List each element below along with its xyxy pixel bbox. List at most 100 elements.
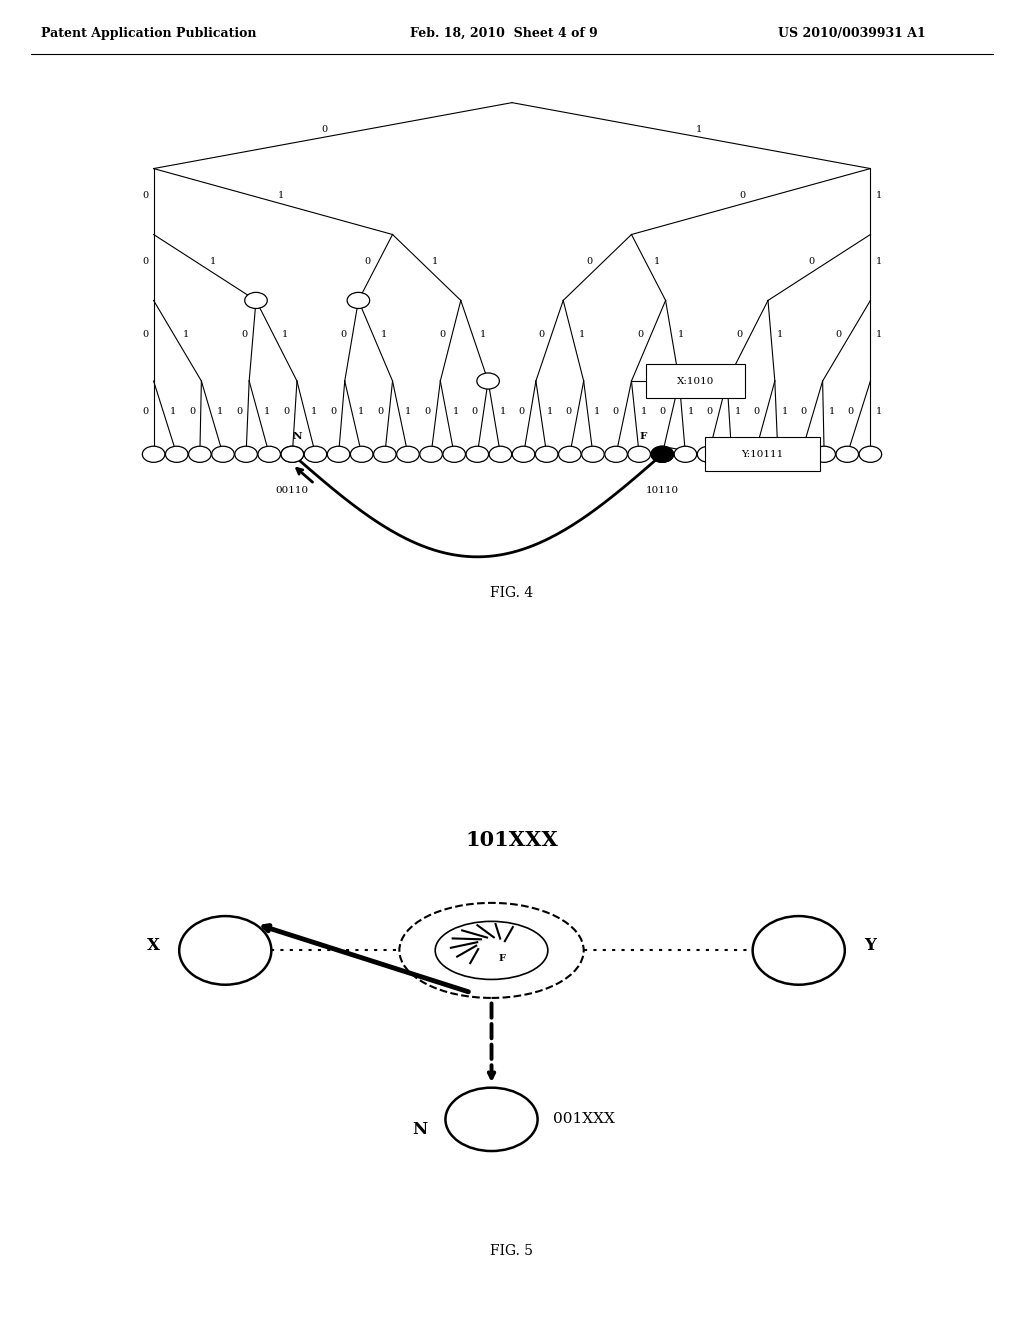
Circle shape [258,446,281,462]
Text: 0: 0 [848,408,854,416]
Text: 0: 0 [836,330,842,339]
Text: 0: 0 [808,257,814,267]
Text: 1: 1 [687,408,693,416]
Circle shape [304,446,327,462]
Circle shape [536,446,558,462]
Circle shape [512,446,535,462]
Text: 1: 1 [640,408,646,416]
Circle shape [721,446,743,462]
Text: 1: 1 [579,330,585,339]
Text: 0: 0 [378,408,384,416]
Text: 00110: 00110 [275,486,309,495]
Text: F: F [640,432,647,441]
Text: 0: 0 [471,408,477,416]
Circle shape [628,446,650,462]
Text: 0: 0 [365,257,371,267]
Text: 1: 1 [678,330,684,339]
Text: 0: 0 [707,408,713,416]
Text: 0: 0 [340,330,346,339]
Circle shape [435,921,548,979]
Circle shape [859,446,882,462]
Text: 1: 1 [264,408,270,416]
Text: 0: 0 [189,408,196,416]
Circle shape [651,446,674,462]
Text: 1: 1 [182,330,188,339]
Text: 0: 0 [801,408,807,416]
Text: F: F [499,954,505,962]
Circle shape [399,903,584,998]
Text: 1: 1 [170,408,176,416]
Text: 1: 1 [776,330,782,339]
Circle shape [328,446,350,462]
Text: 1: 1 [781,408,787,416]
Text: Y: Y [864,937,877,953]
Text: 1: 1 [876,191,882,201]
Text: 1: 1 [358,408,365,416]
Text: 0: 0 [322,125,328,135]
Circle shape [668,374,690,389]
Text: 1: 1 [279,191,285,201]
Text: 0: 0 [637,330,643,339]
Text: 0: 0 [142,330,148,339]
Text: 0: 0 [612,408,618,416]
Circle shape [697,446,720,462]
Text: Y:10111: Y:10111 [741,450,783,459]
Text: 0: 0 [142,191,148,201]
Circle shape [281,446,303,462]
Text: 0: 0 [331,408,337,416]
Circle shape [396,446,419,462]
Text: X:1010: X:1010 [677,376,714,385]
Text: X: X [147,937,160,953]
Circle shape [212,446,234,462]
Text: 1: 1 [734,408,740,416]
FancyBboxPatch shape [705,437,819,471]
Text: 1: 1 [453,408,459,416]
Circle shape [245,292,267,309]
Circle shape [466,446,488,462]
Text: 0: 0 [518,408,524,416]
Circle shape [836,446,858,462]
Circle shape [166,446,188,462]
Text: FIG. 5: FIG. 5 [490,1245,534,1258]
Circle shape [558,446,581,462]
Circle shape [350,446,373,462]
Text: 0: 0 [659,408,666,416]
Text: US 2010/0039931 A1: US 2010/0039931 A1 [778,26,926,40]
Text: 1: 1 [311,408,317,416]
Circle shape [605,446,628,462]
Text: 1: 1 [217,408,223,416]
Circle shape [489,446,512,462]
Text: 0: 0 [586,257,592,267]
Text: N: N [413,1122,427,1138]
Text: 0: 0 [142,408,148,416]
Text: N: N [293,432,302,441]
Text: 1: 1 [381,330,387,339]
Ellipse shape [445,1088,538,1151]
Text: 0: 0 [242,330,248,339]
Text: 0: 0 [539,330,545,339]
Text: 1: 1 [547,408,553,416]
Circle shape [420,446,442,462]
Circle shape [582,446,604,462]
Text: 0: 0 [736,330,742,339]
Circle shape [790,446,812,462]
Text: 1: 1 [282,330,288,339]
Text: 0: 0 [142,257,148,267]
Ellipse shape [753,916,845,985]
Text: 1: 1 [210,257,216,267]
Text: 0: 0 [739,191,745,201]
Circle shape [651,446,674,462]
Text: FIG. 4: FIG. 4 [490,586,534,601]
Text: 1: 1 [696,125,702,135]
FancyBboxPatch shape [646,364,745,399]
Text: 1: 1 [876,330,882,339]
Circle shape [674,446,696,462]
Circle shape [188,446,211,462]
Text: 101XXX: 101XXX [466,829,558,850]
Circle shape [443,446,466,462]
Text: 1: 1 [593,408,600,416]
Circle shape [281,446,303,462]
Circle shape [374,446,396,462]
Text: 0: 0 [237,408,243,416]
Circle shape [234,446,257,462]
